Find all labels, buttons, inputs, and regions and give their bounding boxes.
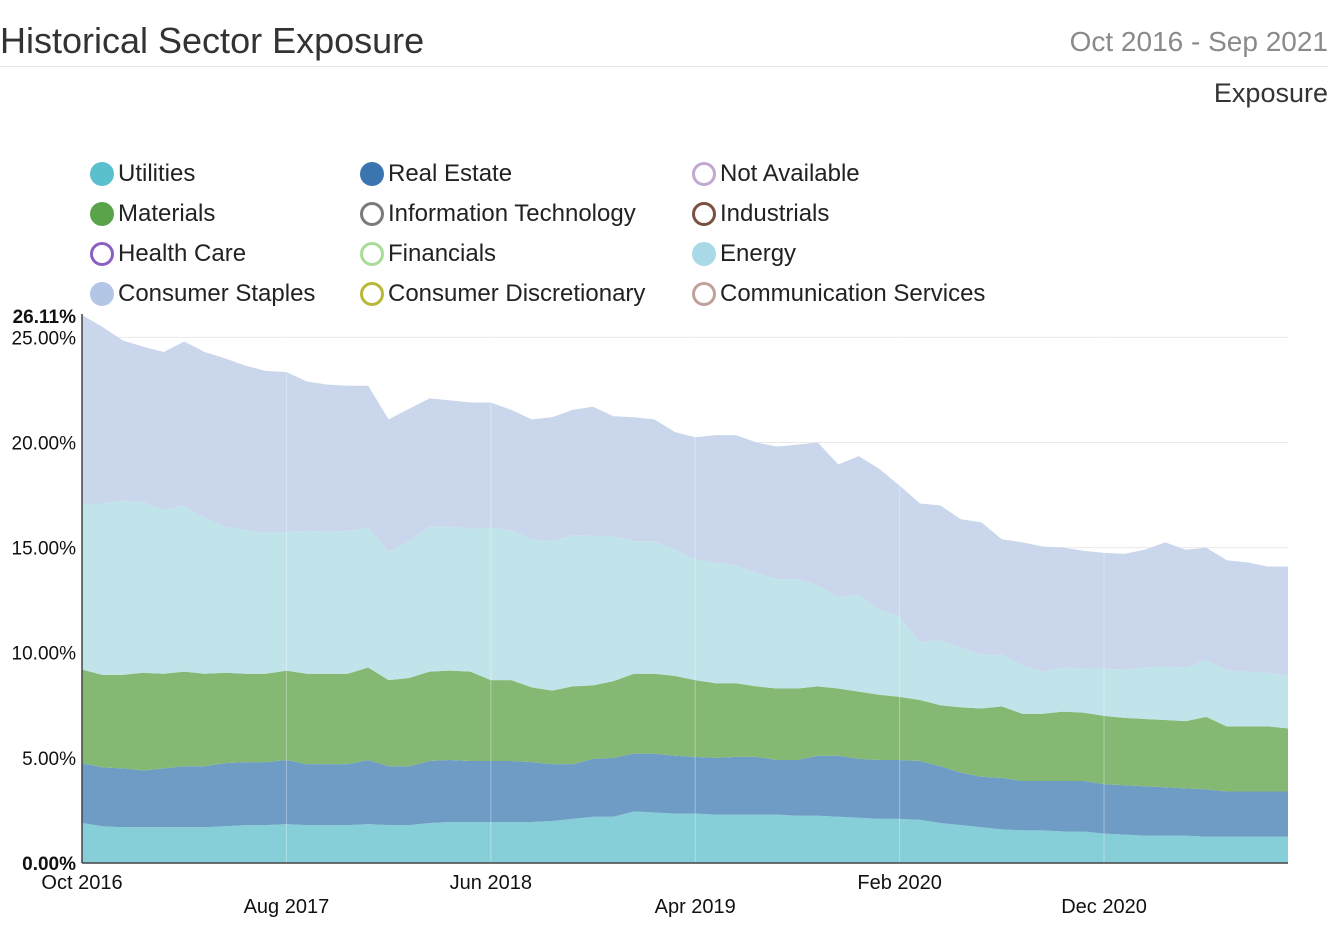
area-series-materials — [82, 667, 1288, 792]
x-tick-label: Feb 2020 — [857, 872, 942, 894]
legend-item-health-care[interactable]: Health Care — [90, 238, 246, 270]
y-tick-label: 15.00% — [12, 539, 77, 560]
x-tick-label: Jun 2018 — [450, 872, 532, 894]
header-divider — [0, 66, 1328, 67]
y-tick-label: 0.00% — [22, 854, 76, 875]
legend-marker-icon — [360, 282, 384, 306]
legend-label: Consumer Discretionary — [388, 280, 646, 307]
x-tick-label: Apr 2019 — [655, 896, 736, 918]
legend-label: Consumer Staples — [118, 280, 316, 307]
legend-item-materials[interactable]: Materials — [90, 198, 215, 230]
legend-item-financials[interactable]: Financials — [360, 238, 496, 270]
legend-label: Real Estate — [388, 160, 513, 187]
legend-item-industrials[interactable]: Industrials — [692, 198, 829, 230]
legend-label: Health Care — [118, 240, 247, 267]
legend-marker-icon — [360, 162, 384, 186]
legend-item-information-technology[interactable]: Information Technology — [360, 198, 636, 230]
exposure-label: Exposure — [1213, 78, 1328, 108]
legend-item-not-available[interactable]: Not Available — [692, 158, 860, 190]
legend-label: Energy — [720, 240, 797, 267]
area-series-consumer-staples — [82, 315, 1288, 676]
area-series-real-estate — [82, 753, 1288, 837]
y-tick-label: 20.00% — [12, 433, 77, 454]
y-tick-label: 5.00% — [22, 749, 76, 770]
legend-label: Materials — [118, 200, 216, 227]
x-tick-label: Oct 2016 — [41, 872, 122, 894]
legend-marker-icon — [90, 162, 114, 186]
legend-marker-icon — [360, 242, 384, 266]
legend-marker-icon — [90, 282, 114, 306]
legend-item-real-estate[interactable]: Real Estate — [360, 158, 512, 190]
area-chart: 0.00% 5.00% 10.00% 15.00% 20.00% 25.00%26.11%… — [12, 307, 1288, 918]
legend-item-utilities[interactable]: Utilities — [90, 158, 195, 190]
y-tick-label: 25.00% — [12, 328, 77, 349]
legend-marker-icon — [360, 202, 384, 226]
legend-label: Utilities — [118, 160, 196, 187]
legend-marker-icon — [692, 242, 716, 266]
legend-label: Information Technology — [388, 200, 636, 227]
legend-label: Industrials — [720, 200, 830, 227]
legend-marker-icon — [692, 202, 716, 226]
legend-item-consumer-staples[interactable]: Consumer Staples — [90, 278, 315, 310]
legend-label: Financials — [388, 240, 497, 267]
date-range: Oct 2016 - Sep 2021 — [1069, 26, 1328, 57]
legend-marker-icon — [90, 242, 114, 266]
area-series-utilities — [82, 811, 1288, 863]
legend-label: Not Available — [720, 160, 860, 187]
legend-item-energy[interactable]: Energy — [692, 238, 796, 270]
x-tick-label: Dec 2020 — [1061, 896, 1147, 918]
x-tick-label: Aug 2017 — [244, 896, 330, 918]
page-title: Historical Sector Exposure — [0, 20, 425, 61]
legend-item-consumer-discretionary[interactable]: Consumer Discretionary — [360, 278, 645, 310]
legend-label: Communication Services — [720, 280, 986, 307]
area-series-energy — [82, 500, 1288, 729]
y-tick-label: 10.00% — [12, 644, 77, 665]
y-max-label: 26.11% — [13, 307, 76, 328]
legend-marker-icon — [692, 162, 716, 186]
legend-marker-icon — [692, 282, 716, 306]
legend-marker-icon — [90, 202, 114, 226]
legend-item-communication-services[interactable]: Communication Services — [692, 278, 985, 310]
